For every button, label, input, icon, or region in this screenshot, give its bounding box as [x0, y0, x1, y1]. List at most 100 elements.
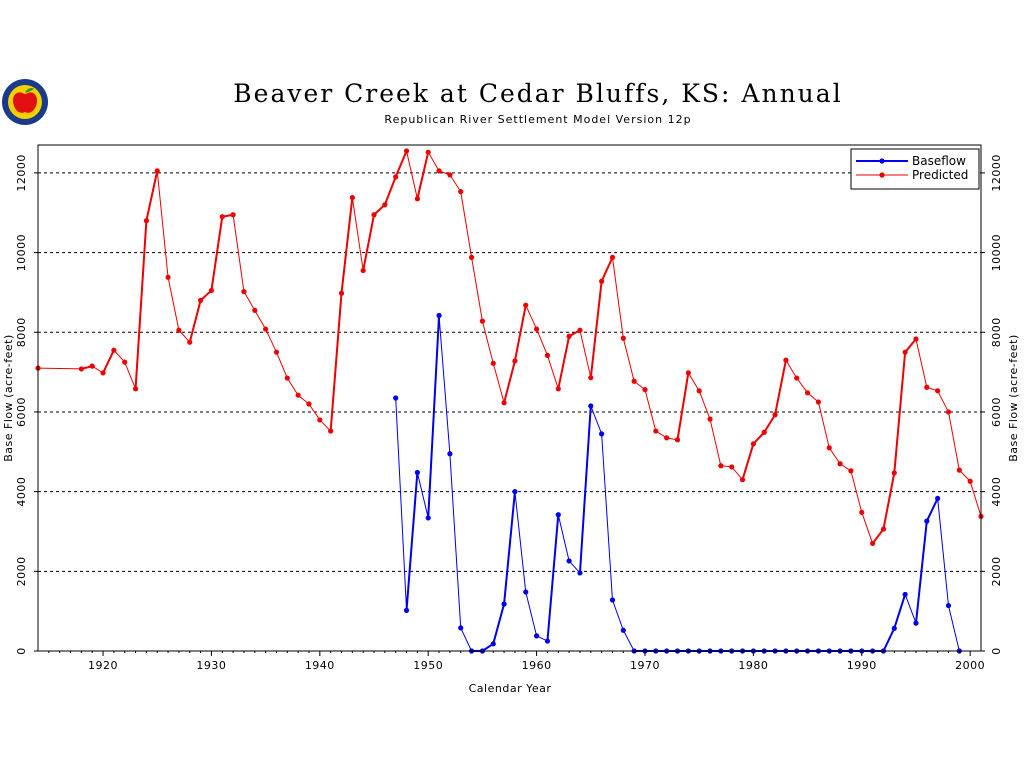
data-point-baseflow: [945, 602, 952, 609]
data-point-predicted: [512, 358, 518, 364]
y-axis-label-left: Base Flow (acre-feet): [2, 334, 15, 462]
line-segment-predicted: [676, 371, 690, 441]
line-segment-predicted: [394, 149, 408, 178]
data-point-baseflow: [447, 451, 453, 457]
data-point-predicted: [718, 463, 724, 469]
line-segment-predicted: [275, 351, 288, 379]
data-point-predicted: [501, 400, 507, 406]
line-segment-predicted: [525, 304, 538, 330]
data-point-predicted: [208, 287, 215, 294]
legend-marker-predicted: [879, 172, 885, 178]
line-segment-predicted: [449, 174, 462, 193]
line-segment-baseflow: [622, 629, 635, 652]
data-point-baseflow: [913, 620, 919, 626]
y-tick-label-right: 12000: [990, 154, 1003, 192]
data-point-baseflow: [891, 625, 897, 631]
line-segment-predicted: [546, 354, 559, 390]
data-point-predicted: [78, 366, 84, 372]
line-segment-predicted: [286, 377, 299, 396]
chart-title: Beaver Creek at Cedar Bluffs, KS: Annual: [233, 79, 842, 108]
y-tick-label-left: 4000: [15, 477, 28, 507]
data-point-predicted: [371, 212, 377, 218]
line-segment-predicted: [265, 328, 277, 353]
y-axis-label-right: Base Flow (acre-feet): [1007, 334, 1020, 462]
line-segment-baseflow: [568, 560, 581, 574]
data-point-predicted: [826, 445, 832, 451]
line-segment-predicted: [156, 170, 169, 278]
data-point-predicted: [837, 461, 843, 467]
x-tick-label: 1950: [413, 659, 443, 672]
line-segment-predicted: [850, 470, 863, 513]
data-point-predicted: [913, 336, 919, 342]
line-segment-predicted: [102, 349, 115, 374]
data-point-predicted: [360, 267, 366, 274]
data-point-predicted: [349, 194, 355, 201]
line-segment-predicted: [178, 329, 191, 343]
y-tick-label-left: 8000: [15, 317, 28, 347]
line-segment-predicted: [188, 299, 202, 344]
data-point-predicted: [599, 278, 605, 284]
line-segment-predicted: [557, 335, 571, 390]
data-point-predicted: [566, 333, 572, 339]
data-point-predicted: [143, 218, 149, 224]
legend-marker-baseflow: [879, 158, 885, 164]
legend: Baseflow Predicted: [850, 148, 980, 190]
data-point-predicted: [902, 349, 908, 355]
data-point-predicted: [382, 202, 388, 208]
data-point-baseflow: [599, 431, 605, 437]
data-point-baseflow: [544, 638, 551, 644]
data-point-predicted: [165, 274, 171, 280]
y-tick-label-left: 6000: [15, 397, 28, 427]
line-segment-predicted: [828, 447, 841, 465]
data-point-predicted: [338, 290, 345, 296]
data-point-predicted: [772, 412, 778, 418]
line-segment-baseflow: [882, 627, 896, 652]
data-point-predicted: [479, 318, 486, 324]
data-point-predicted: [219, 214, 225, 220]
line-segment-predicted: [622, 337, 635, 382]
line-segment-predicted: [416, 151, 430, 200]
series-predicted: [35, 148, 984, 547]
line-segment-baseflow: [557, 514, 570, 562]
line-segment-predicted: [113, 349, 126, 363]
line-segment-predicted: [698, 390, 711, 420]
line-segment-predicted: [243, 291, 256, 311]
line-segment-predicted: [362, 213, 376, 272]
x-tick-label: 1990: [847, 659, 877, 672]
data-point-predicted: [631, 378, 637, 384]
data-point-predicted: [328, 428, 334, 434]
data-point-predicted: [393, 174, 399, 180]
line-segment-predicted: [308, 403, 321, 421]
data-point-predicted: [263, 326, 269, 332]
line-segment-baseflow: [405, 471, 419, 612]
line-segment-baseflow: [590, 405, 603, 435]
line-segment-predicted: [134, 219, 148, 390]
y-tick-label-left: 10000: [15, 234, 28, 272]
line-segment-predicted: [351, 197, 364, 272]
line-segment-baseflow: [460, 627, 473, 652]
data-point-predicted: [273, 349, 280, 355]
line-segment-predicted: [915, 338, 928, 388]
plot-frame: [37, 144, 982, 652]
line-segment-predicted: [210, 215, 224, 292]
data-point-baseflow: [588, 403, 594, 409]
line-segment-predicted: [589, 280, 603, 379]
line-segment-baseflow: [937, 497, 949, 607]
data-point-predicted: [783, 357, 789, 363]
data-point-baseflow: [425, 515, 431, 521]
data-point-predicted: [935, 388, 941, 394]
data-point-predicted: [197, 297, 204, 303]
line-segment-predicted: [741, 442, 755, 481]
data-point-baseflow: [523, 589, 529, 595]
data-point-baseflow: [533, 633, 540, 639]
data-point-baseflow: [902, 591, 908, 598]
data-point-predicted: [609, 254, 616, 260]
data-point-predicted: [945, 409, 952, 415]
line-segment-predicted: [124, 361, 137, 390]
data-point-predicted: [122, 359, 128, 365]
data-point-predicted: [425, 149, 431, 155]
data-point-baseflow: [512, 489, 518, 495]
data-point-predicted: [555, 386, 561, 392]
data-point-predicted: [436, 168, 442, 174]
data-point-predicted: [295, 392, 301, 398]
